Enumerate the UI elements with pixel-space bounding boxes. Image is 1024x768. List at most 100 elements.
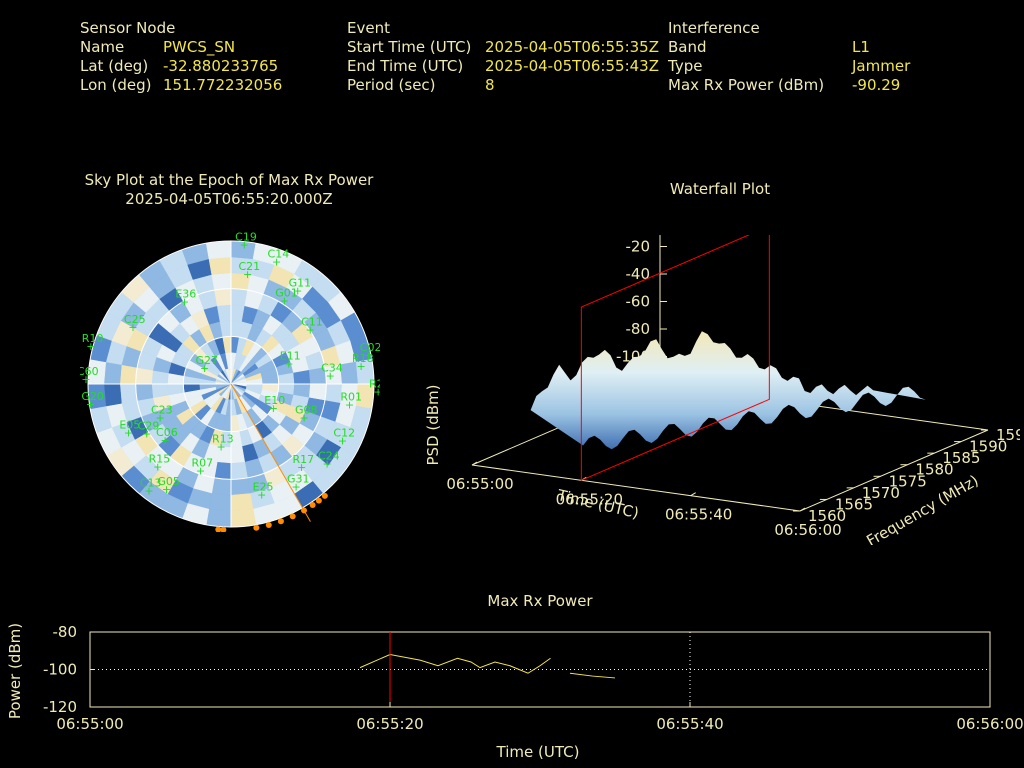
wf-freq-tick-label: 1560 [808,507,846,525]
max-rx-ylabel: Power (dBm) [6,623,24,719]
sky-cell [205,241,232,260]
sky-sat-label: E36 [175,287,196,300]
interference-band-value: L1 [852,38,870,56]
sky-sat-plus: + [306,323,315,336]
sky-cell [293,369,311,385]
x-tick-label: 06:55:20 [356,715,423,733]
wf-time-axis [471,464,801,512]
sky-sat-label: R13 [212,433,234,446]
sky-cell [208,493,232,512]
sky-sat-plus: + [297,461,306,474]
sky-jammer-marker [301,507,307,514]
sky-sat-label: R01 [340,391,362,404]
sky-sat-plus: + [162,483,171,496]
sky-sat-label: R07 [191,457,213,470]
sky-sat-plus: + [124,426,133,439]
sky-sat-label: C13 [140,476,162,489]
sky-sat-label: C02 [360,341,380,354]
sky-sat-label: G08 [295,404,318,417]
sky-sat-plus: + [293,284,302,297]
wf-time-tick-label: 06:55:00 [446,475,513,493]
x-tick-label: 06:55:00 [56,715,123,733]
sky-sat-plus: + [144,484,153,497]
interference-type-label: Type [668,57,703,75]
wf-time-tick-label: 06:55:40 [665,506,732,524]
sky-sat-plus: + [322,458,331,471]
sky-cell [230,461,248,480]
wf-freq-tick-label: 1580 [915,461,953,479]
sky-sat-plus: + [216,441,225,454]
sky-sat-plus: + [81,373,90,386]
waterfall-surface [530,331,926,450]
event-start-value: 2025-04-05T06:55:35Z [485,38,659,56]
sky-sat-label: E11 [280,349,301,362]
sensor-name-label: Name [80,38,125,56]
sky-cell [230,446,246,464]
waterfall-time-marker [580,235,770,482]
sky-sat-label: G05 [157,475,180,488]
sky-sat-plus: + [86,340,95,353]
sky-sat-label: G27 [195,354,218,367]
x-tick-label: 06:56:00 [956,715,1023,733]
sky-sat-plus: + [284,357,293,370]
wf-time-tick [690,492,696,497]
event-title: Event [347,19,390,37]
sky-sat-plus: + [196,465,205,478]
sky-sat-label: R17 [292,453,314,466]
sky-jammer-marker [220,526,227,532]
sky-sat-plus: + [142,427,151,440]
sky-cell [151,383,169,399]
y-tick-label: -100 [43,661,77,679]
wf-z-tick-label: -20 [626,238,651,256]
wf-z-tick-label: -40 [626,265,651,283]
sky-sat-plus: + [155,412,164,425]
sky-plot-subtitle: 2025-04-05T06:55:20.000Z [125,190,333,208]
interference-band-label: Band [668,38,707,56]
sky-sat-plus: + [291,480,300,493]
event-period-value: 8 [485,76,495,94]
sky-sat-plus: + [357,360,366,373]
sky-cell [216,304,232,322]
waterfall-title: Waterfall Plot [669,180,771,198]
sky-sat-label: R10 [82,332,104,345]
wf-freq-axis [799,429,989,512]
sky-sat-label: C21 [238,260,260,273]
sky-jammer-marker [315,497,322,504]
sky-sat-plus: + [326,369,335,382]
x-tick-label: 06:55:40 [656,715,723,733]
sky-sat-label: E05 [119,418,140,431]
sky-jammer-marker [309,502,316,509]
sky-sat-label: G31 [287,472,310,485]
sky-sat-plus: + [338,434,347,447]
sky-cell [230,508,257,527]
sky-jammer-marker [321,492,328,499]
sky-jammer-marker [253,524,260,531]
sky-sat-label: C24 [318,450,340,463]
sky-sat-label: G20 [81,390,104,403]
sky-sat-plus: + [161,434,170,447]
power-series-line [359,653,551,674]
sky-sat-plus: + [364,349,373,362]
sky-sat-plus: + [272,256,281,269]
sky-cell [88,383,107,410]
sky-sat-label: E10 [264,394,285,407]
sky-cell [211,272,232,291]
wf-freq-tick-label: 1575 [889,472,927,490]
wf-freq-tick-label: 1585 [942,449,980,467]
sky-sat-label: C19 [235,231,257,244]
y-tick-label: -120 [43,698,77,716]
sky-sat-plus: + [257,489,266,502]
sky-grid [87,240,375,528]
sky-cell [214,288,232,307]
sky-cell [340,361,359,385]
sky-jammer-marker [215,526,222,532]
sky-sat-label: C11 [301,315,323,328]
sensor-lat-label: Lat (deg) [80,57,149,75]
wf-freq-tick-label: 1570 [862,484,900,502]
sky-sat-plus: + [280,294,289,307]
sky-sat-plus: + [240,239,249,252]
wf-time-tick-label: 06:56:00 [774,521,841,539]
waterfall-zlabel: PSD (dBm) [424,384,442,465]
sky-sat-label: G01 [275,286,298,299]
